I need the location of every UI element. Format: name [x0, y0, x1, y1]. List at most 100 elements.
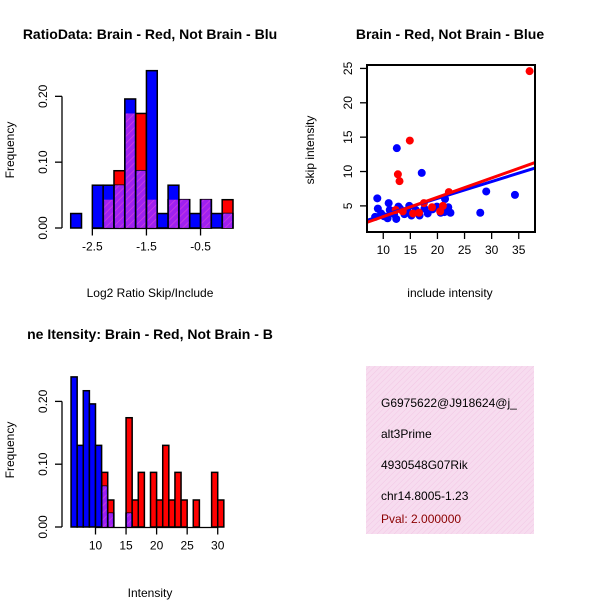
intensity-scatter-point-brain — [395, 177, 404, 186]
intensity-scatter-x-tick-label: 15 — [404, 243, 418, 257]
intensity-scatter-fit-brain — [366, 161, 536, 224]
intensity-histogram-bar-overlap — [102, 486, 107, 527]
ratio-histogram-axes: -2.5 -1.5 -0.5 0.00 0.10 0.20 — [36, 84, 211, 253]
intensity-histogram-bar-not-brain — [70, 376, 78, 528]
intensity-scatter-y-tick-label: 5 — [341, 202, 355, 209]
intensity-scatter-point-not-brain — [446, 208, 455, 217]
info-event-id: G6975622@J918624@j_ — [381, 396, 517, 410]
intensity-scatter-x-tick-label: 30 — [485, 243, 499, 257]
intensity-scatter-y-tick-label: 15 — [341, 130, 355, 144]
ratio-histogram-bar-overlap — [104, 199, 113, 228]
ratio-histogram-bar-not-brain — [91, 184, 104, 229]
ratio-histogram-x-tick-label: -2.5 — [82, 240, 103, 254]
intensity-scatter-title: Brain - Red, Not Brain - Blue — [356, 26, 544, 42]
intensity-scatter-point-brain — [436, 207, 445, 216]
ratio-histogram-bar-overlap — [179, 199, 189, 228]
intensity-scatter-point-brain — [405, 136, 414, 145]
intensity-scatter-x-tick-label: 20 — [431, 243, 445, 257]
intensity-histogram-bar-not-brain — [88, 403, 97, 528]
ratio-histogram-title: RatioData: Brain - Red, Not Brain - Blu — [23, 26, 277, 42]
intensity-histogram-bar-brain — [131, 499, 140, 528]
intensity-scatter-point-brain — [415, 208, 424, 217]
info-event-type: alt3Prime — [381, 427, 432, 441]
ratio-histogram-bars — [69, 69, 234, 229]
intensity-scatter-point-not-brain — [482, 187, 491, 196]
intensity-histogram-y-tick-label: 0.00 — [36, 515, 50, 539]
intensity-histogram-x-tick-label: 10 — [89, 539, 103, 553]
ratio-histogram-panel: RatioData: Brain - Red, Not Brain - Blu … — [3, 26, 277, 300]
info-location: chr14.8005-1.23 — [381, 489, 469, 503]
ratio-histogram-bar-overlap — [125, 113, 135, 228]
intensity-scatter-ylabel: skip intensity — [303, 116, 317, 185]
intensity-histogram-bar-brain — [210, 471, 219, 528]
ratio-histogram-x-tick-label: -0.5 — [190, 240, 211, 254]
intensity-scatter-points — [366, 67, 536, 224]
intensity-histogram-bar-brain — [168, 499, 176, 528]
intensity-scatter-point-brain — [393, 170, 402, 179]
intensity-histogram-bar-brain — [216, 499, 225, 528]
ratio-histogram-bar-not-brain — [210, 212, 223, 229]
intensity-scatter-point-not-brain — [417, 168, 426, 177]
intensity-histogram-y-tick-label: 0.10 — [36, 452, 50, 476]
intensity-histogram-bar-overlap — [108, 513, 113, 527]
ratio-histogram-y-tick-label: 0.10 — [36, 150, 50, 174]
intensity-scatter-xlabel: include intensity — [407, 286, 492, 300]
intensity-scatter-point-not-brain — [384, 199, 393, 208]
intensity-histogram-bar-brain — [149, 471, 158, 528]
ratio-histogram-y-tick-label: 0.20 — [36, 84, 50, 108]
info-gene-name: 4930548G07Rik — [381, 458, 469, 472]
intensity-histogram-axes: 10 15 20 25 30 0.00 0.10 0.20 — [36, 389, 225, 552]
intensity-histogram-bar-brain — [125, 416, 133, 528]
intensity-histogram-xlabel: Intensity — [128, 586, 173, 600]
intensity-scatter-panel: Brain - Red, Not Brain - Blue 10 15 20 25 30… — [303, 26, 544, 300]
ratio-histogram-bar-overlap — [223, 213, 232, 228]
ratio-histogram-bar-overlap — [136, 170, 146, 228]
intensity-histogram-bar-brain — [155, 499, 164, 528]
intensity-scatter-y-tick-label: 10 — [341, 165, 355, 179]
intensity-scatter-x-tick-label: 35 — [512, 243, 526, 257]
intensity-histogram-bar-brain — [137, 471, 146, 528]
intensity-histogram-x-tick-label: 20 — [150, 539, 164, 553]
intensity-histogram-x-tick-label: 25 — [180, 539, 194, 553]
intensity-histogram-bar-not-brain — [76, 444, 85, 528]
ratio-histogram-bar-overlap — [169, 199, 178, 228]
ratio-histogram-bar-overlap — [147, 199, 157, 228]
intensity-histogram-bar-overlap — [127, 513, 132, 527]
intensity-scatter-point-not-brain — [476, 208, 485, 217]
ratio-histogram-bar-not-brain — [69, 212, 83, 229]
intensity-scatter-x-tick-label: 10 — [377, 243, 391, 257]
ratio-histogram-bar-overlap — [201, 199, 211, 228]
intensity-histogram-bar-brain — [174, 471, 182, 528]
ratio-histogram-xlabel: Log2 Ratio Skip/Include — [87, 286, 214, 300]
intensity-histogram-bar-brain — [180, 499, 188, 528]
intensity-scatter-x-tick-label: 25 — [458, 243, 472, 257]
ratio-histogram-bar-not-brain — [188, 212, 202, 229]
intensity-histogram-title: ne Itensity: Brain - Red, Not Brain - B — [27, 326, 273, 342]
intensity-histogram-x-tick-label: 15 — [119, 539, 133, 553]
intensity-scatter-point-not-brain — [510, 190, 519, 199]
intensity-scatter-point-brain — [428, 203, 437, 212]
intensity-scatter-y-tick-label: 20 — [341, 96, 355, 110]
intensity-scatter-point-not-brain — [392, 214, 401, 223]
intensity-histogram-bar-not-brain — [82, 389, 91, 528]
intensity-scatter-point-brain — [409, 209, 418, 218]
intensity-histogram-y-tick-label: 0.20 — [36, 389, 50, 413]
ratio-histogram-bar-overlap — [114, 185, 124, 228]
intensity-histogram-bar-brain — [192, 499, 201, 528]
intensity-scatter-point-not-brain — [392, 144, 401, 153]
intensity-scatter-point-not-brain — [373, 194, 382, 203]
intensity-histogram-bar-not-brain — [94, 444, 103, 528]
intensity-histogram-ylabel: Frequency — [3, 422, 17, 479]
ratio-histogram-x-tick-label: -1.5 — [136, 240, 157, 254]
info-panel: G6975622@J918624@j_ alt3Prime 4930548G07… — [366, 366, 534, 534]
ratio-histogram-bar-not-brain — [156, 212, 169, 229]
ratio-histogram-ylabel: Frequency — [3, 122, 17, 179]
intensity-histogram-panel: ne Itensity: Brain - Red, Not Brain - B … — [3, 326, 273, 600]
intensity-scatter-y-tick-label: 25 — [341, 61, 355, 75]
info-panel-background — [366, 366, 534, 534]
intensity-histogram-bars — [70, 376, 225, 528]
intensity-scatter-axes: 10 15 20 25 30 35 5 10 15 20 25 — [341, 61, 536, 257]
intensity-histogram-x-tick-label: 30 — [211, 539, 225, 553]
intensity-scatter-plot-frame — [366, 64, 536, 233]
intensity-scatter-point-brain — [525, 67, 534, 76]
